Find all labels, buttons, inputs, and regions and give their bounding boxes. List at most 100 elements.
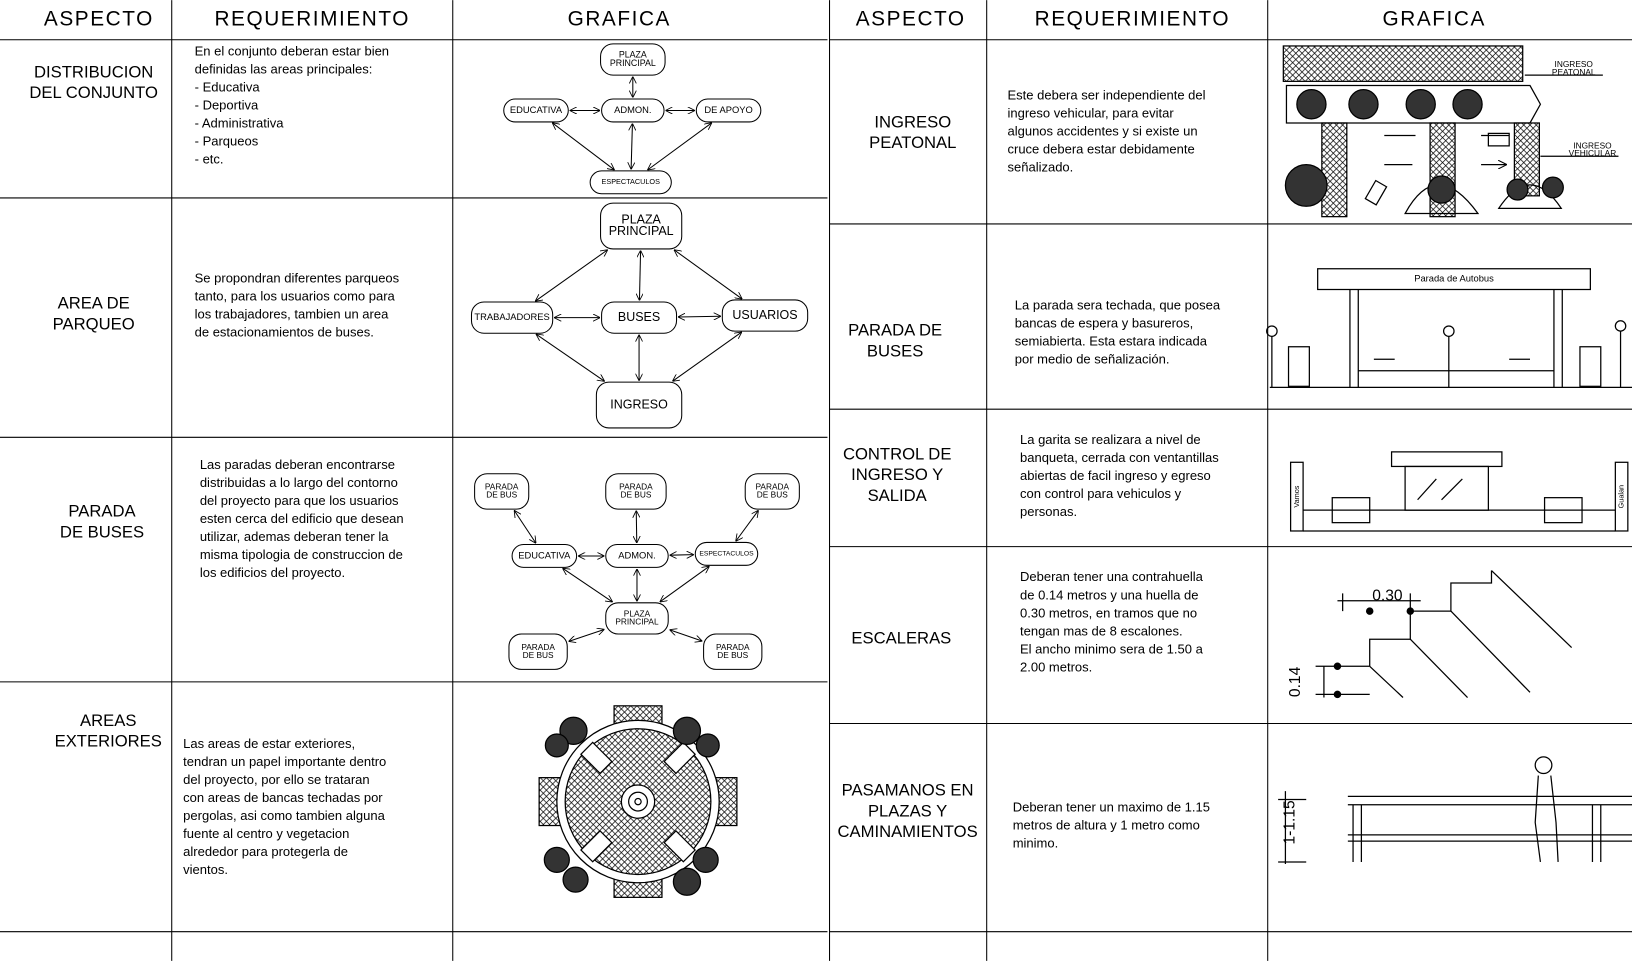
diagram-node xyxy=(605,602,669,635)
requirement-line: con areas de bancas techadas por xyxy=(183,790,383,805)
requirement-line: tengan mas de 8 escalones. xyxy=(1020,623,1183,638)
requirement-line: por medio de señalización. xyxy=(1015,352,1170,367)
diagram-label: TRABAJADORES xyxy=(474,312,549,322)
requirement-line: tanto, para los usuarios como para xyxy=(195,289,396,304)
diagram-label: DE APOYO xyxy=(704,105,752,115)
diagram-label: DE BUS xyxy=(757,490,788,500)
diagram-arrow xyxy=(736,511,758,541)
requirement-line: - Deportiva xyxy=(195,98,259,113)
requirement-line: La parada sera techada, que posea xyxy=(1015,298,1221,313)
aspect: PLAZAS Y xyxy=(868,801,947,820)
diagram: 1-1.15 xyxy=(1282,800,1299,845)
aspect: AREA DE xyxy=(58,293,130,312)
column-header: ASPECTO xyxy=(44,7,154,30)
requirement-line: Deberan tener una contrahuella xyxy=(1020,569,1204,584)
diagram-arrow xyxy=(673,332,741,381)
diagram-arrow xyxy=(536,334,604,381)
diagram-label: ADMON. xyxy=(614,105,651,115)
diagram-node xyxy=(595,381,683,429)
plaza-drawing xyxy=(538,705,738,898)
requirement-line: los trabajadores, tambien un area xyxy=(195,307,389,322)
requirement-line: banqueta, cerrada con ventantillas xyxy=(1020,450,1219,465)
column-header: REQUERIMIENTO xyxy=(214,7,410,30)
requirement-line: esten cerca del edificio que desean xyxy=(200,511,404,526)
column-header: REQUERIMIENTO xyxy=(1035,7,1231,30)
diagram-arrow xyxy=(515,511,536,543)
diagram-label: PLAZA xyxy=(624,609,651,619)
requirement-line: Deberan tener un maximo de 1.15 xyxy=(1013,799,1210,814)
table-content: ASPECTO REQUERIMIENTO GRAFICA DISTRIBUCION D… xyxy=(29,7,1625,876)
diagram-label: INGRESO xyxy=(1555,59,1594,69)
requirement-line: 0.30 metros, en tramos que no xyxy=(1020,605,1197,620)
aspect: AREAS xyxy=(80,711,136,730)
bus-stop-drawing xyxy=(1266,268,1632,388)
diagram-label: PRINCIPAL xyxy=(610,58,656,68)
diagram-node xyxy=(605,543,669,568)
diagram-arrow xyxy=(675,250,742,299)
requirement-line: En el conjunto deberan estar bien xyxy=(195,44,389,59)
diagram-label: 0.30 xyxy=(1372,588,1403,605)
requirement-line: de 0.14 metros y una huella de xyxy=(1020,587,1199,602)
diagram-label: ESPECTACULOS xyxy=(602,177,661,186)
diagram-arrow xyxy=(536,250,607,301)
diagram-node xyxy=(474,473,530,510)
aspect: BUSES xyxy=(867,341,923,360)
diagram-arrow xyxy=(553,123,614,169)
requirement-line: con control para vehiculos y xyxy=(1020,486,1182,501)
diagram-label: ADMON. xyxy=(618,550,655,560)
diagram-label: BUSES xyxy=(618,310,660,324)
requirement-line: distribuidas a lo largo del contorno xyxy=(200,475,398,490)
requirement-line: El ancho minimo sera de 1.50 a xyxy=(1020,641,1204,656)
requirement-line: ingreso vehicular, para evitar xyxy=(1008,105,1175,120)
diagram-node xyxy=(605,473,667,510)
aspect: CONTROL DE xyxy=(843,444,951,463)
requirement-line: fuente al centro y vegetacion xyxy=(183,826,349,841)
diagram-node xyxy=(703,633,763,670)
diagram: Parada de Autobus xyxy=(1414,274,1494,284)
aspect: DE BUSES xyxy=(60,522,144,541)
aspect: PARADA DE xyxy=(848,321,942,340)
requirement-line: semiabierta. Esta estara indicada xyxy=(1015,334,1208,349)
diagram-node xyxy=(503,98,569,123)
column-header: GRAFICA xyxy=(1383,7,1486,30)
diagram-label: PEATONAL xyxy=(1552,67,1596,77)
aspect: ESCALERAS xyxy=(851,629,951,648)
aspect: PARQUEO xyxy=(53,314,135,333)
aspect: DISTRIBUCION xyxy=(34,62,153,81)
diagram-label: PARADA xyxy=(485,482,519,492)
diagram-arrow xyxy=(670,555,693,556)
aspect: DEL CONJUNTO xyxy=(29,83,158,102)
aspect: SALIDA xyxy=(868,486,928,505)
requirement-line: Este debera ser independiente del xyxy=(1008,87,1206,102)
aspect: EXTERIORES xyxy=(55,732,162,751)
requirement-line: del proyecto para que los usuarios xyxy=(200,493,399,508)
diagram-label: DE BUS xyxy=(523,650,554,660)
aspect: INGRESO Y xyxy=(851,465,943,484)
requirement-line: Las paradas deberan encontrarse xyxy=(200,457,395,472)
diagram-label: INGRESO xyxy=(1573,140,1612,150)
pedestrian-entrance-drawing xyxy=(1282,45,1619,218)
requirement-line: pergolas, asi como tambien alguna xyxy=(183,808,385,823)
diagram-arrow xyxy=(660,567,709,602)
requirement-line: minimo. xyxy=(1013,835,1059,850)
diagram-label: PARADA xyxy=(755,482,789,492)
diagram-label: PRINCIPAL xyxy=(609,224,674,238)
diagram-node xyxy=(511,543,578,568)
requirement-line: 2.00 metros. xyxy=(1020,659,1092,674)
requirement-line: tendran un papel importante dentro xyxy=(183,754,386,769)
requirement-line: personas. xyxy=(1020,504,1077,519)
diagram-label: PARADA xyxy=(521,642,555,652)
diagram-node xyxy=(694,541,759,566)
diagram-node xyxy=(470,301,554,334)
diagram-label: PLAZA xyxy=(621,212,661,226)
aspect: INGRESO xyxy=(874,112,951,131)
diagram-label: PARADA xyxy=(716,642,750,652)
aspect: CAMINAMIENTOS xyxy=(837,822,977,841)
diagram-arrow xyxy=(648,123,711,169)
diagram-arrow xyxy=(670,630,701,641)
